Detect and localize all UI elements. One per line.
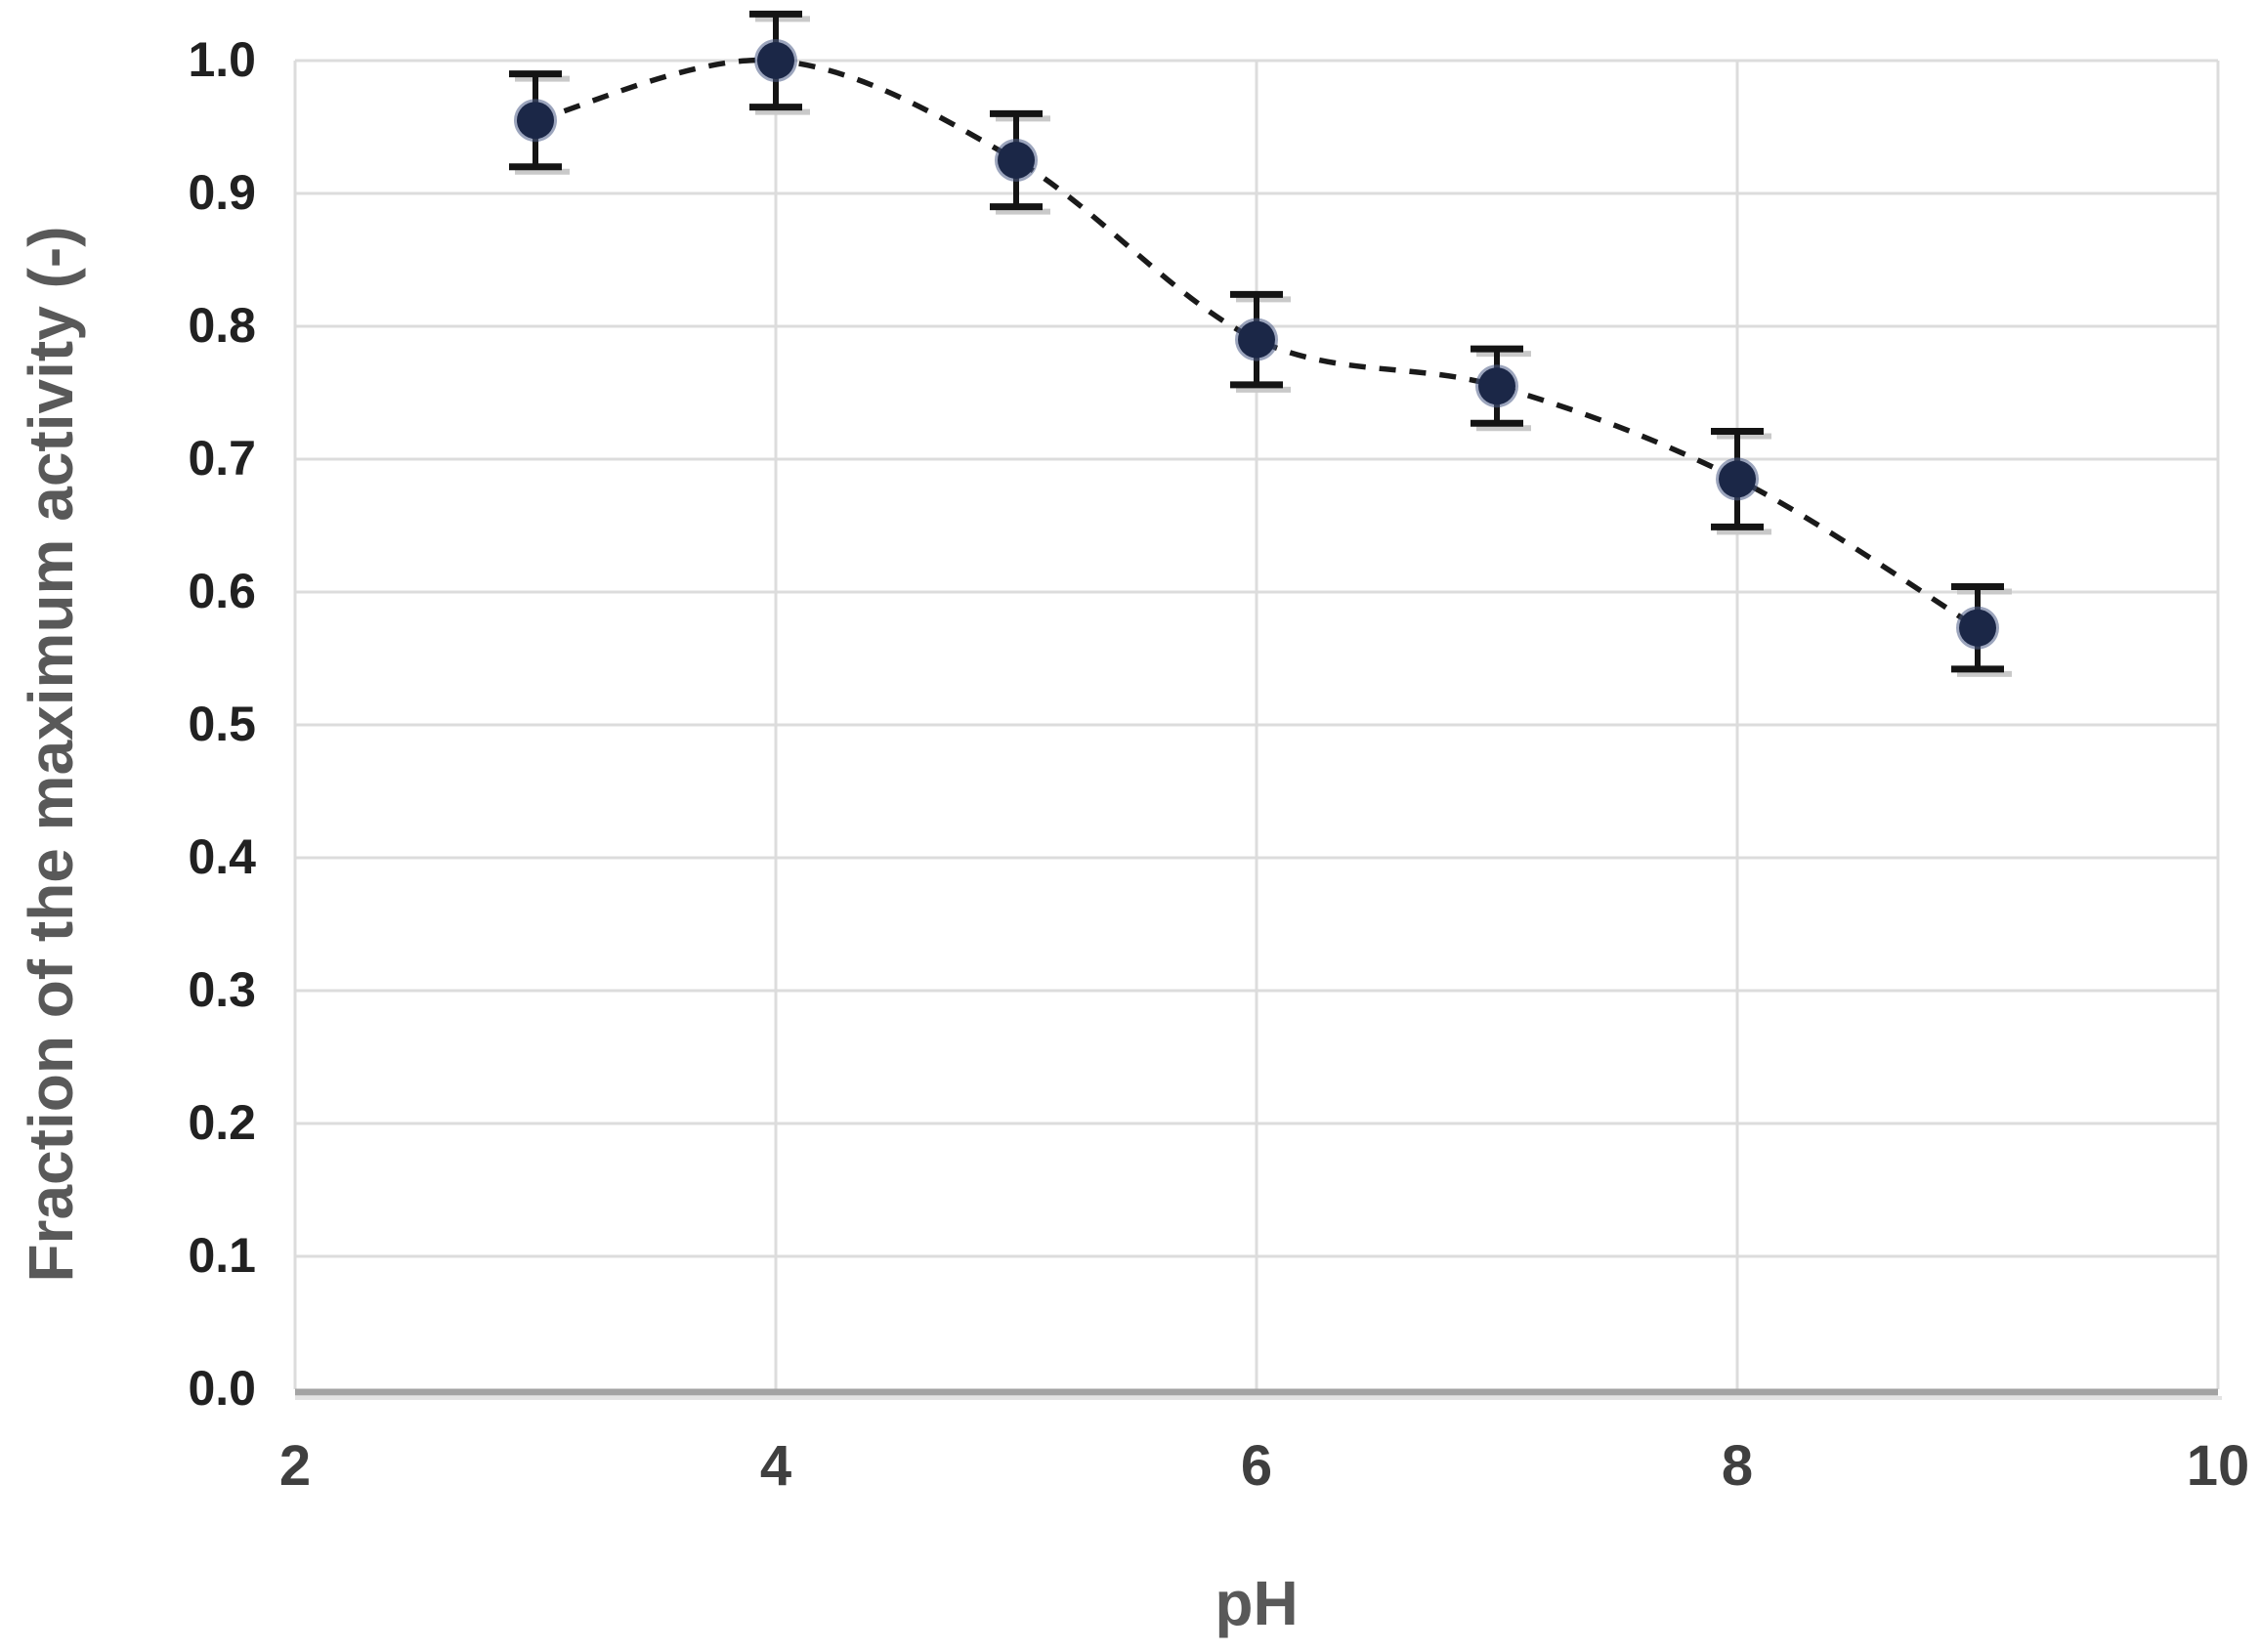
error-bars — [509, 10, 2012, 677]
x-tick-label-10: 10 — [2186, 1434, 2250, 1498]
x-axis-title: pH — [1215, 1568, 1299, 1638]
data-point-ph-7 — [1478, 367, 1515, 405]
data-point-ph-4 — [757, 42, 794, 79]
error-bar-ph-6 — [1230, 290, 1291, 393]
error-bar-ph-9 — [1951, 583, 2012, 677]
y-tick-label-0.5: 0.5 — [188, 697, 256, 751]
y-tick-label-0.2: 0.2 — [188, 1095, 256, 1150]
y-tick-label-0.0: 0.0 — [188, 1361, 256, 1416]
data-point-ph-3 — [517, 102, 554, 140]
x-tick-label-4: 4 — [759, 1434, 792, 1498]
axis-lines — [295, 1388, 2222, 1400]
data-point-ph-5 — [998, 142, 1035, 179]
data-point-ph-9 — [1959, 609, 1996, 647]
data-point-ph-8 — [1719, 460, 1756, 498]
y-tick-label-0.1: 0.1 — [188, 1228, 256, 1283]
y-tick-label-0.4: 0.4 — [188, 829, 256, 884]
y-tick-label-0.6: 0.6 — [188, 564, 256, 618]
gridlines — [293, 59, 2220, 1389]
y-tick-label-0.7: 0.7 — [188, 431, 256, 486]
data-point-ph-6 — [1238, 320, 1275, 359]
y-tick-label-1.0: 1.0 — [188, 32, 256, 87]
x-tick-label-6: 6 — [1240, 1434, 1273, 1498]
y-tick-label-0.9: 0.9 — [188, 165, 256, 220]
y-axis-title: Fraction of the maximum activity (-) — [16, 226, 86, 1283]
y-tick-label-0.8: 0.8 — [188, 298, 256, 353]
x-tick-label-8: 8 — [1721, 1434, 1754, 1498]
data-point-markers — [514, 39, 1999, 650]
y-tick-label-0.3: 0.3 — [188, 962, 256, 1017]
x-tick-label-2: 2 — [278, 1434, 312, 1498]
